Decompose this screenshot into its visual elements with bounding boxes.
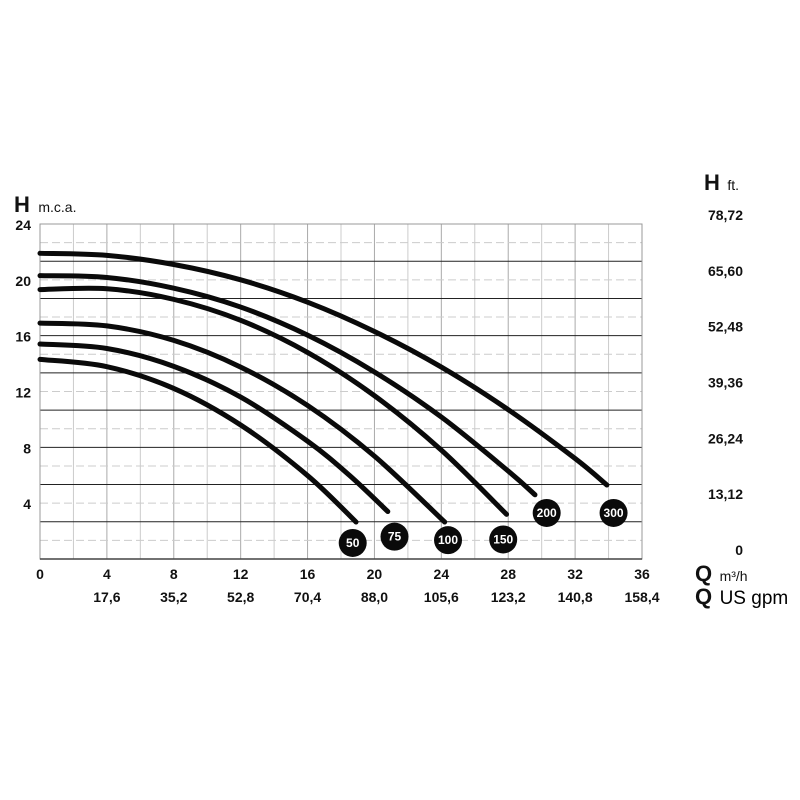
- badge-200: [532, 498, 561, 527]
- curve-300: [37, 250, 610, 488]
- y-tick-label-right: 13,12: [708, 486, 743, 502]
- x-tick-label: 16: [300, 566, 316, 582]
- badge-label-300: 300: [604, 506, 624, 520]
- x-tick-label: 36: [634, 566, 650, 582]
- badge-300: [599, 498, 628, 527]
- y-tick-label-left: 16: [15, 329, 31, 345]
- x-tick-label-gpm: 70,4: [294, 589, 321, 605]
- x-tick-label-gpm: 35,2: [160, 589, 187, 605]
- curves: [37, 250, 610, 525]
- y-tick-label-right: 78,72: [708, 207, 743, 223]
- x-tick-label: 24: [434, 566, 450, 582]
- y-tick-label-left: 20: [15, 273, 31, 289]
- y-tick-label-left: 12: [15, 385, 31, 401]
- badge-75: [380, 522, 409, 551]
- curve-100: [37, 320, 448, 525]
- badge-150: [489, 525, 518, 554]
- y-right-label: H ft.: [704, 170, 739, 195]
- badge-label-100: 100: [438, 533, 458, 547]
- x-tick-label: 12: [233, 566, 249, 582]
- series-badges: 300 200 150 100 75 50: [338, 498, 628, 557]
- y-tick-label-right: 39,36: [708, 375, 743, 391]
- badge-50: [338, 528, 367, 557]
- x-tick-label: 20: [367, 566, 383, 582]
- y-tick-label-right: 26,24: [708, 430, 743, 446]
- x-label-primary: Q m³/h: [695, 561, 748, 586]
- y-tick-label-left: 24: [15, 217, 31, 233]
- curve-50: [37, 356, 359, 525]
- badge-label-150: 150: [493, 532, 513, 546]
- curve-200: [37, 273, 538, 498]
- x-tick-label-gpm: 158,4: [624, 589, 659, 605]
- x-tick-label-gpm: 17,6: [93, 589, 120, 605]
- badge-label-50: 50: [346, 536, 360, 550]
- y-tick-label-right: 0: [735, 542, 743, 558]
- badge-label-75: 75: [388, 530, 402, 544]
- badge-label-200: 200: [537, 506, 557, 520]
- curve-150: [37, 285, 510, 517]
- x-tick-label-gpm: 52,8: [227, 589, 254, 605]
- y-tick-label-right: 65,60: [708, 263, 743, 279]
- x-tick-label-gpm: 88,0: [361, 589, 388, 605]
- x-tick-label-gpm: 105,6: [424, 589, 459, 605]
- x-tick-label: 28: [500, 566, 516, 582]
- y-tick-label-left: 4: [23, 496, 31, 512]
- y-tick-label-right: 52,48: [708, 319, 743, 335]
- curve-75: [37, 341, 391, 515]
- x-tick-label: 0: [36, 566, 44, 582]
- x-tick-label-gpm: 140,8: [558, 589, 593, 605]
- x-label-secondary: Q US gpm: [695, 584, 788, 609]
- badge-100: [434, 526, 463, 555]
- x-tick-label: 4: [103, 566, 111, 582]
- y-left-label: H m.c.a.: [14, 192, 76, 217]
- x-tick-label-gpm: 123,2: [491, 589, 526, 605]
- y-tick-label-left: 8: [23, 440, 31, 456]
- x-tick-label: 8: [170, 566, 178, 582]
- tick-labels: 0 4 8 12 16 20 24 28 32 36 17,6 35,2 52,8 70,4 88,0 105…: [15, 207, 743, 605]
- x-tick-label: 32: [567, 566, 583, 582]
